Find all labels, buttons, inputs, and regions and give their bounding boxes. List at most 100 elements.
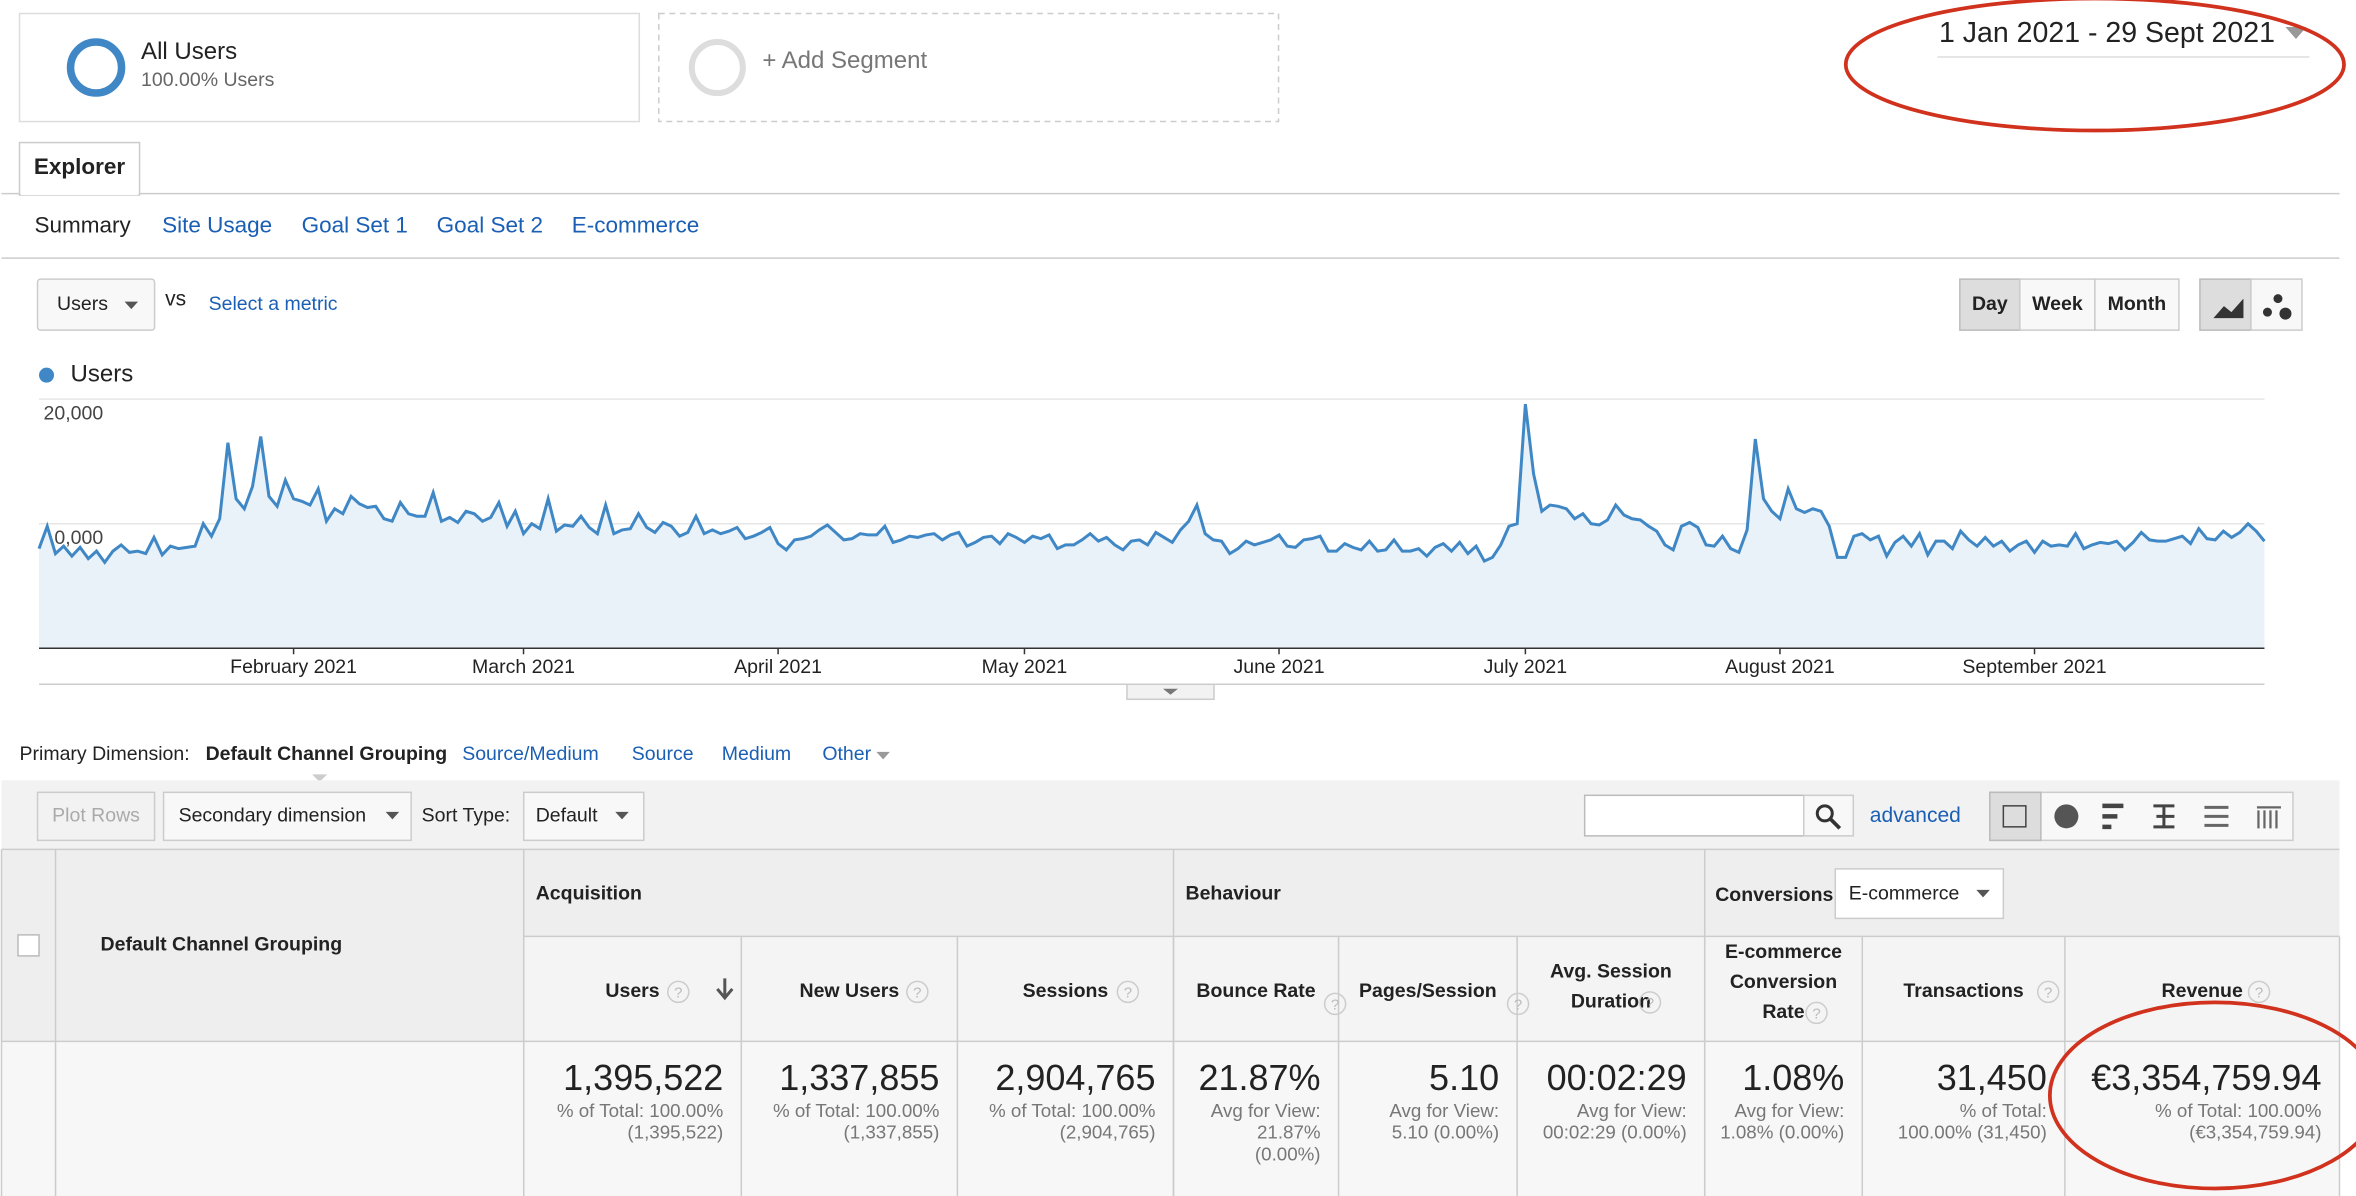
secondary-dimension-label[interactable]: Secondary dimension	[179, 804, 367, 826]
column-header: Revenue	[2162, 980, 2243, 1002]
subtab[interactable]: Summary	[35, 213, 132, 238]
total-value: 1,337,855	[779, 1057, 939, 1098]
total-note: Avg for View:	[1577, 1100, 1687, 1121]
line	[37, 403, 2266, 565]
subtab[interactable]: Goal Set 1	[302, 213, 408, 238]
sort-value[interactable]: Default	[536, 804, 598, 826]
annotation-circle	[2048, 1000, 2356, 1191]
dropdown-arrow	[385, 811, 400, 820]
view-button[interactable]	[1989, 791, 2042, 842]
y-tick-label: 20,000	[44, 402, 104, 424]
help-icon	[2036, 980, 2060, 1004]
total-value: €3,354,759.94	[2091, 1057, 2321, 1098]
help-icon	[667, 980, 690, 1004]
total-note: (2,904,765)	[1060, 1122, 1156, 1143]
total-note: 00:02:29 (0.00%)	[1543, 1122, 1687, 1143]
help-text: ?	[1124, 984, 1132, 1001]
row-checkbox[interactable]	[17, 934, 40, 957]
total-note: % of Total:	[1960, 1100, 2047, 1121]
compare-icon	[2153, 804, 2175, 829]
date-range[interactable]: 1 Jan 2021 - 29 Sept 2021	[1939, 17, 2275, 49]
metric-select[interactable]	[36, 278, 156, 331]
granularity-label[interactable]: Month	[2108, 293, 2166, 315]
total-value: 1.08%	[1742, 1057, 1844, 1098]
column-header: Users	[605, 980, 659, 1002]
chart-type-button[interactable]	[2250, 278, 2303, 331]
help-icon	[1323, 992, 1347, 1016]
subtab[interactable]: Goal Set 2	[437, 213, 543, 238]
dropdown-arrow	[1976, 889, 1990, 898]
dropdown-arrow	[876, 751, 890, 760]
segment-card[interactable]	[18, 12, 641, 123]
chart: Users 10,000 20,000 February 2021 March 2021…	[37, 361, 2266, 686]
column-header: Bounce Rate	[1196, 980, 1315, 1002]
conversions-select[interactable]	[1834, 868, 2005, 920]
column-header: Sessions	[1023, 980, 1109, 1002]
line-icon	[2213, 298, 2244, 319]
help-icon	[1506, 992, 1530, 1016]
total-note: Avg for View:	[1734, 1100, 1844, 1121]
column-header: Transactions	[1903, 980, 2023, 1002]
total-note: 21.87%	[1257, 1122, 1321, 1143]
add-segment[interactable]	[658, 12, 1280, 123]
dimension-option[interactable]: Default Channel Grouping	[206, 743, 448, 765]
total-note: (€3,354,759.94)	[2189, 1122, 2321, 1143]
help-text: ?	[1646, 995, 1654, 1012]
dropdown-arrow	[124, 301, 139, 310]
collapse-arrow	[1162, 688, 1178, 695]
total-note: % of Total: 100.00%	[2155, 1100, 2321, 1121]
total-note: % of Total: 100.00%	[989, 1100, 1155, 1121]
column-header: E-commerce	[1725, 941, 1842, 963]
total-value: 31,450	[1937, 1057, 2047, 1098]
select-metric[interactable]: Select a metric	[209, 293, 338, 315]
dimension-option[interactable]: Source	[632, 743, 694, 765]
column-header-row	[523, 936, 2340, 1042]
help-text: ?	[1812, 1005, 1820, 1022]
tab[interactable]	[18, 141, 141, 196]
plot-rows-label[interactable]: Plot Rows	[52, 804, 140, 826]
advanced-link[interactable]: advanced	[1870, 804, 1961, 827]
add-segment-label[interactable]: + Add Segment	[762, 47, 927, 74]
dimension-option[interactable]: Other	[822, 743, 871, 765]
selected-marker	[312, 774, 328, 782]
granularity-label[interactable]: Day	[1972, 293, 2008, 315]
total-value: 2,904,765	[995, 1057, 1155, 1098]
motion-icon	[2279, 307, 2292, 320]
metric-select-label[interactable]: Users	[57, 293, 108, 315]
x-tick-label: February 2021	[230, 656, 357, 678]
search-input[interactable]	[1583, 794, 1805, 837]
help-icon	[2247, 980, 2271, 1004]
column-header: Avg. Session	[1550, 961, 1672, 983]
total-note: 5.10 (0.00%)	[1392, 1122, 1499, 1143]
group-header: Conversions	[1715, 884, 1833, 906]
total-note: % of Total: 100.00%	[557, 1100, 723, 1121]
granularity-button[interactable]	[2094, 278, 2180, 331]
dropdown-arrow	[2285, 27, 2307, 40]
plot-rows-button[interactable]	[36, 791, 156, 842]
granularity-button[interactable]	[1959, 278, 2021, 331]
totals-row	[1, 1041, 2340, 1196]
x-tick-label: May 2021	[982, 656, 1068, 678]
conversions-select-label[interactable]: E-commerce	[1849, 883, 1960, 905]
tab-label[interactable]: Explorer	[34, 154, 126, 179]
total-value: 21.87%	[1198, 1057, 1320, 1098]
dimension-option[interactable]: Source/Medium	[462, 743, 599, 765]
help-text: ?	[1514, 996, 1522, 1013]
subtab[interactable]: E-commerce	[572, 213, 700, 238]
search-button[interactable]	[1803, 794, 1855, 837]
subtab[interactable]: Site Usage	[162, 213, 272, 238]
help-text: ?	[913, 984, 921, 1001]
legend-marker	[39, 367, 55, 383]
secondary-dimension[interactable]	[162, 791, 412, 842]
total-note: Avg for View:	[1389, 1100, 1499, 1121]
column-header: Rate	[1762, 1001, 1804, 1023]
dimension-option[interactable]: Medium	[722, 743, 791, 765]
dropdown-arrow	[615, 811, 629, 820]
granularity-label[interactable]: Week	[2032, 293, 2083, 315]
grid-icon	[2002, 805, 2027, 828]
dimension-header: Default Channel Grouping	[101, 934, 343, 956]
segment-icon	[66, 38, 126, 97]
sort-arrow	[716, 978, 734, 1001]
